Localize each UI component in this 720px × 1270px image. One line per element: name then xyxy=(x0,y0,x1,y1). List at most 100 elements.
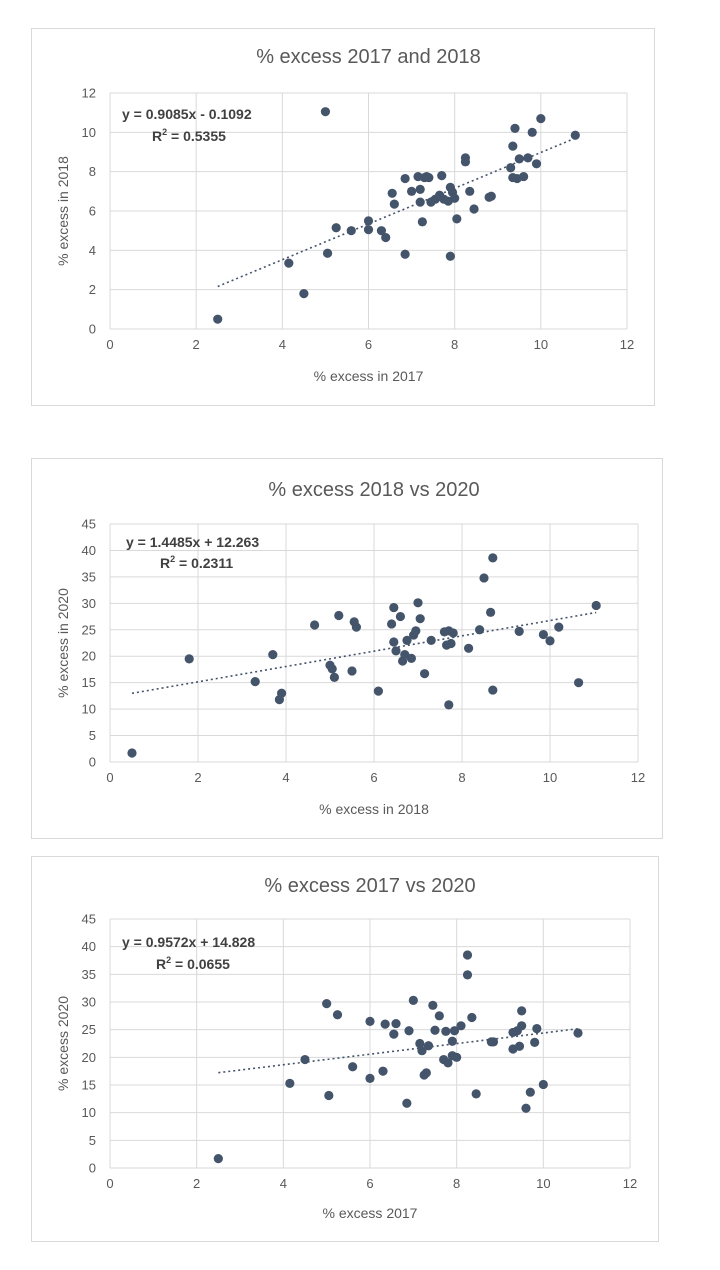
data-point xyxy=(456,1021,466,1031)
x-tick-label: 2 xyxy=(194,770,201,785)
data-point xyxy=(424,172,434,183)
data-point xyxy=(415,1038,425,1049)
y-tick-label: 8 xyxy=(89,164,96,179)
x-tick-label: 8 xyxy=(451,337,458,352)
data-point xyxy=(324,1090,334,1101)
data-point xyxy=(525,1087,535,1097)
data-point xyxy=(376,226,387,236)
data-point xyxy=(471,1089,481,1099)
y-tick-label: 12 xyxy=(82,86,96,101)
y-tick-label: 5 xyxy=(89,1133,96,1148)
data-point xyxy=(523,153,533,163)
data-point xyxy=(184,654,194,664)
data-point xyxy=(486,607,496,617)
data-point xyxy=(488,1037,499,1047)
data-point xyxy=(521,1103,531,1113)
x-tick-label: 6 xyxy=(365,337,372,352)
data-point xyxy=(406,186,417,196)
data-point xyxy=(506,163,516,173)
data-point xyxy=(413,598,423,608)
y-tick-label: 4 xyxy=(89,243,96,258)
r-squared-value: = 0.2311 xyxy=(175,555,233,571)
data-point xyxy=(465,186,475,196)
r-squared-symbol: R xyxy=(152,128,162,144)
r-squared-label: R2 = 0.2311 xyxy=(160,554,233,571)
data-point xyxy=(389,602,399,613)
data-point xyxy=(488,553,498,563)
y-tick-label: 45 xyxy=(82,517,96,532)
x-axis-title: % excess 2017 xyxy=(323,1205,418,1221)
chart-title: % excess 2017 and 2018 xyxy=(256,46,481,68)
data-point xyxy=(446,638,456,649)
data-point xyxy=(570,130,580,140)
x-tick-label: 12 xyxy=(631,770,645,785)
trendline xyxy=(218,1027,579,1074)
data-point xyxy=(391,646,401,656)
data-point xyxy=(464,643,474,653)
data-point xyxy=(460,157,471,167)
data-point xyxy=(527,127,537,137)
data-point xyxy=(475,625,485,635)
data-point xyxy=(591,600,601,611)
x-tick-label: 8 xyxy=(453,1176,460,1191)
r-squared-label: R2 = 0.0655 xyxy=(156,955,230,972)
x-tick-label: 0 xyxy=(106,770,113,785)
trendline xyxy=(131,611,597,695)
data-point xyxy=(327,664,337,674)
data-point xyxy=(444,700,454,710)
data-point xyxy=(400,173,410,184)
y-axis-title: % excess 2020 xyxy=(55,996,71,1091)
data-point xyxy=(411,626,421,636)
data-point xyxy=(391,1018,401,1029)
data-point xyxy=(415,184,425,194)
y-tick-label: 6 xyxy=(89,204,96,219)
data-point xyxy=(452,214,462,224)
data-point xyxy=(320,107,331,117)
data-point xyxy=(285,1078,295,1088)
scatter-chart-2017-vs-2020: 0 2 4 6 8 10 12 0 5 10 15 20 25 30 35 40 45 % excess 2017… xyxy=(55,875,637,1221)
y-tick-label: 10 xyxy=(82,1105,96,1120)
data-point xyxy=(365,1073,375,1083)
data-point xyxy=(437,171,447,181)
r-squared-value: = 0.5355 xyxy=(167,128,226,144)
data-point xyxy=(532,1023,542,1034)
data-point xyxy=(415,614,425,624)
data-point xyxy=(531,159,542,169)
y-tick-label: 10 xyxy=(82,125,96,140)
data-point xyxy=(423,1041,434,1051)
y-tick-label: 30 xyxy=(82,995,96,1010)
x-tick-label: 2 xyxy=(193,1176,200,1191)
data-point xyxy=(395,611,405,622)
data-point xyxy=(469,204,479,214)
data-point xyxy=(443,1058,453,1068)
x-tick-label: 4 xyxy=(280,1176,287,1191)
data-point xyxy=(462,970,473,980)
y-tick-label: 15 xyxy=(82,675,96,690)
trendline-equation: y = 1.4485x + 12.263 xyxy=(126,534,259,550)
data-point xyxy=(462,950,473,960)
scatter-chart-2018-vs-2020: 0 2 4 6 8 10 12 0 5 10 15 20 25 30 35 40 45 % excess 2018… xyxy=(55,479,645,817)
data-point xyxy=(213,314,223,324)
data-point xyxy=(447,1036,457,1046)
scatter-chart-2017-vs-2018: 0 2 4 6 8 10 12 0 2 4 6 8 10 12 % excess 2017 and 2018… xyxy=(55,46,634,384)
data-point xyxy=(363,216,374,226)
data-point xyxy=(536,113,546,124)
data-point xyxy=(348,1062,358,1072)
x-tick-label: 0 xyxy=(106,337,113,352)
data-point xyxy=(421,1068,431,1078)
x-tick-label: 6 xyxy=(366,1176,373,1191)
x-tick-label: 4 xyxy=(282,770,289,785)
data-point xyxy=(514,1041,525,1051)
r-squared-label: R2 = 0.5355 xyxy=(152,127,226,144)
x-tick-label: 0 xyxy=(106,1176,113,1191)
x-tick-label: 6 xyxy=(370,770,377,785)
y-tick-label: 35 xyxy=(82,967,96,982)
x-tick-label: 2 xyxy=(193,337,200,352)
x-tick-label: 10 xyxy=(543,770,557,785)
data-point xyxy=(389,637,399,647)
data-point xyxy=(402,1098,412,1108)
y-tick-label: 10 xyxy=(82,702,96,717)
data-point xyxy=(404,1026,414,1036)
data-point xyxy=(488,685,498,695)
y-axis-title: % excess in 2018 xyxy=(55,156,71,266)
